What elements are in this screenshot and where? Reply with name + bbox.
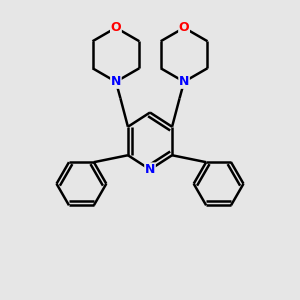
Text: N: N (111, 75, 121, 88)
Text: O: O (179, 21, 189, 34)
Text: N: N (145, 163, 155, 176)
Text: N: N (179, 75, 189, 88)
Text: O: O (111, 21, 121, 34)
